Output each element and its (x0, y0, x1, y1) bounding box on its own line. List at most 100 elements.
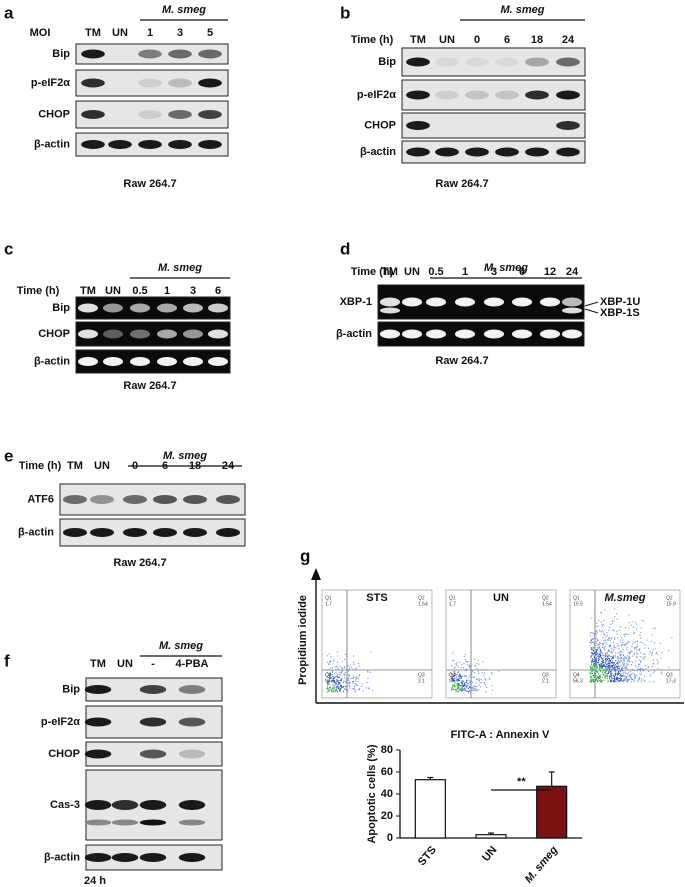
event-dot (491, 684, 493, 687)
event-dot (606, 669, 608, 671)
band (152, 495, 178, 504)
event-dot (642, 669, 644, 672)
event-dot (594, 669, 596, 671)
event-dot (659, 642, 662, 645)
event-dot (461, 675, 463, 677)
event-dot (330, 688, 332, 690)
event-dot (613, 675, 616, 678)
event-dot (589, 677, 591, 679)
event-dot (638, 679, 640, 681)
x-tick-label: M. smeg (523, 844, 561, 886)
band (495, 57, 519, 67)
lane-label: 3 (177, 27, 183, 39)
y-tick-label: 80 (381, 744, 393, 756)
event-dot (624, 656, 626, 658)
band (435, 147, 459, 157)
event-dot (342, 667, 344, 670)
event-dot (337, 668, 339, 670)
event-dot (464, 684, 466, 686)
event-dot (619, 641, 622, 643)
event-dot (597, 644, 600, 647)
event-dot (622, 654, 625, 656)
event-dot (639, 634, 641, 636)
event-dot (339, 674, 341, 676)
lane-label: TM (85, 27, 101, 39)
event-dot (643, 675, 646, 677)
event-dot (592, 638, 594, 641)
event-dot (598, 664, 601, 667)
event-dot (621, 666, 623, 669)
event-dot (331, 669, 333, 671)
x-axis-label: FITC-A : Annexin V (451, 729, 550, 741)
event-dot (625, 633, 627, 635)
event-dot (618, 659, 620, 662)
event-dot (339, 671, 341, 674)
event-dot (341, 670, 344, 672)
band (178, 800, 206, 810)
event-dot (484, 678, 486, 680)
event-dot (328, 679, 330, 681)
event-dot (597, 655, 599, 657)
event-dot (475, 689, 478, 692)
event-dot (353, 685, 355, 688)
event-dot (622, 663, 625, 665)
event-dot (628, 660, 631, 662)
event-dot (591, 641, 594, 643)
event-dot (591, 667, 593, 669)
band (178, 685, 206, 694)
event-dot (631, 681, 633, 683)
event-dot (630, 678, 632, 680)
event-dot (474, 658, 476, 661)
event-dot (604, 649, 606, 651)
event-dot (451, 673, 453, 675)
event-dot (336, 673, 338, 675)
event-dot (649, 651, 651, 653)
event-dot (339, 682, 341, 685)
event-dot (621, 680, 623, 683)
event-dot (628, 614, 630, 616)
event-dot (652, 627, 654, 630)
lane-label: 1 (147, 27, 153, 39)
event-dot (348, 674, 350, 676)
event-dot (461, 664, 463, 666)
event-dot (462, 689, 464, 691)
band (495, 147, 519, 157)
event-dot (615, 670, 617, 672)
event-dot (598, 657, 600, 660)
event-dot (343, 674, 345, 676)
lane-label: 5 (207, 27, 213, 39)
event-dot (617, 670, 620, 673)
band (168, 49, 192, 59)
quadrant-value: 1.54 (542, 601, 552, 607)
event-dot (456, 687, 459, 690)
event-dot (638, 649, 641, 651)
quadrant-value: 94.7 (449, 678, 459, 684)
band (178, 853, 206, 862)
event-dot (627, 640, 629, 643)
event-dot (626, 658, 628, 660)
event-dot (654, 627, 656, 629)
event-dot (607, 638, 609, 640)
band (511, 329, 533, 339)
event-dot (609, 668, 611, 670)
event-dot (469, 683, 471, 685)
event-dot (616, 618, 618, 620)
x-tick-label: STS (416, 844, 439, 868)
event-dot (453, 678, 455, 680)
event-dot (625, 667, 627, 669)
event-dot (608, 638, 610, 640)
band (379, 329, 401, 339)
band (525, 147, 549, 157)
event-dot (590, 655, 592, 657)
event-dot (608, 644, 611, 647)
lane-label: 18 (531, 34, 543, 46)
band (77, 329, 99, 339)
band (81, 110, 105, 119)
event-dot (634, 664, 636, 667)
event-dot (657, 667, 659, 669)
event-dot (457, 680, 460, 682)
event-dot (619, 671, 621, 673)
event-dot (661, 671, 663, 673)
event-dot (369, 671, 372, 673)
event-dot (621, 667, 624, 670)
